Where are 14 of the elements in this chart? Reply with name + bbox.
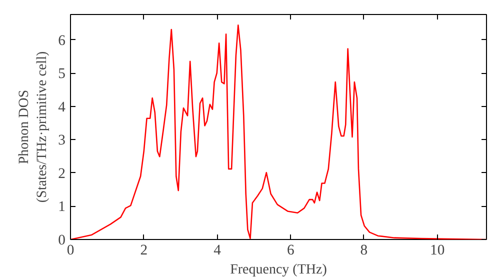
- y-tick-label: 1: [58, 199, 66, 216]
- y-tick-label: 3: [58, 132, 66, 149]
- x-axis-title: Frequency (THz): [230, 262, 328, 278]
- y-tick-label: 5: [58, 66, 66, 82]
- x-tick-label: 10: [430, 242, 445, 258]
- x-tick-label: 6: [286, 242, 294, 258]
- y-tick-label: 0: [58, 232, 66, 248]
- y-axis-title: Phonon DOS (States/THz·primitive cell): [17, 51, 50, 203]
- x-tick-label: 2: [140, 242, 148, 258]
- y-tick-label: 6: [58, 32, 66, 49]
- x-tick-label: 8: [360, 242, 368, 258]
- y-tick-label: 2: [58, 166, 66, 182]
- y-tick-label: 4: [58, 99, 66, 116]
- x-tick-label: 4: [214, 242, 222, 258]
